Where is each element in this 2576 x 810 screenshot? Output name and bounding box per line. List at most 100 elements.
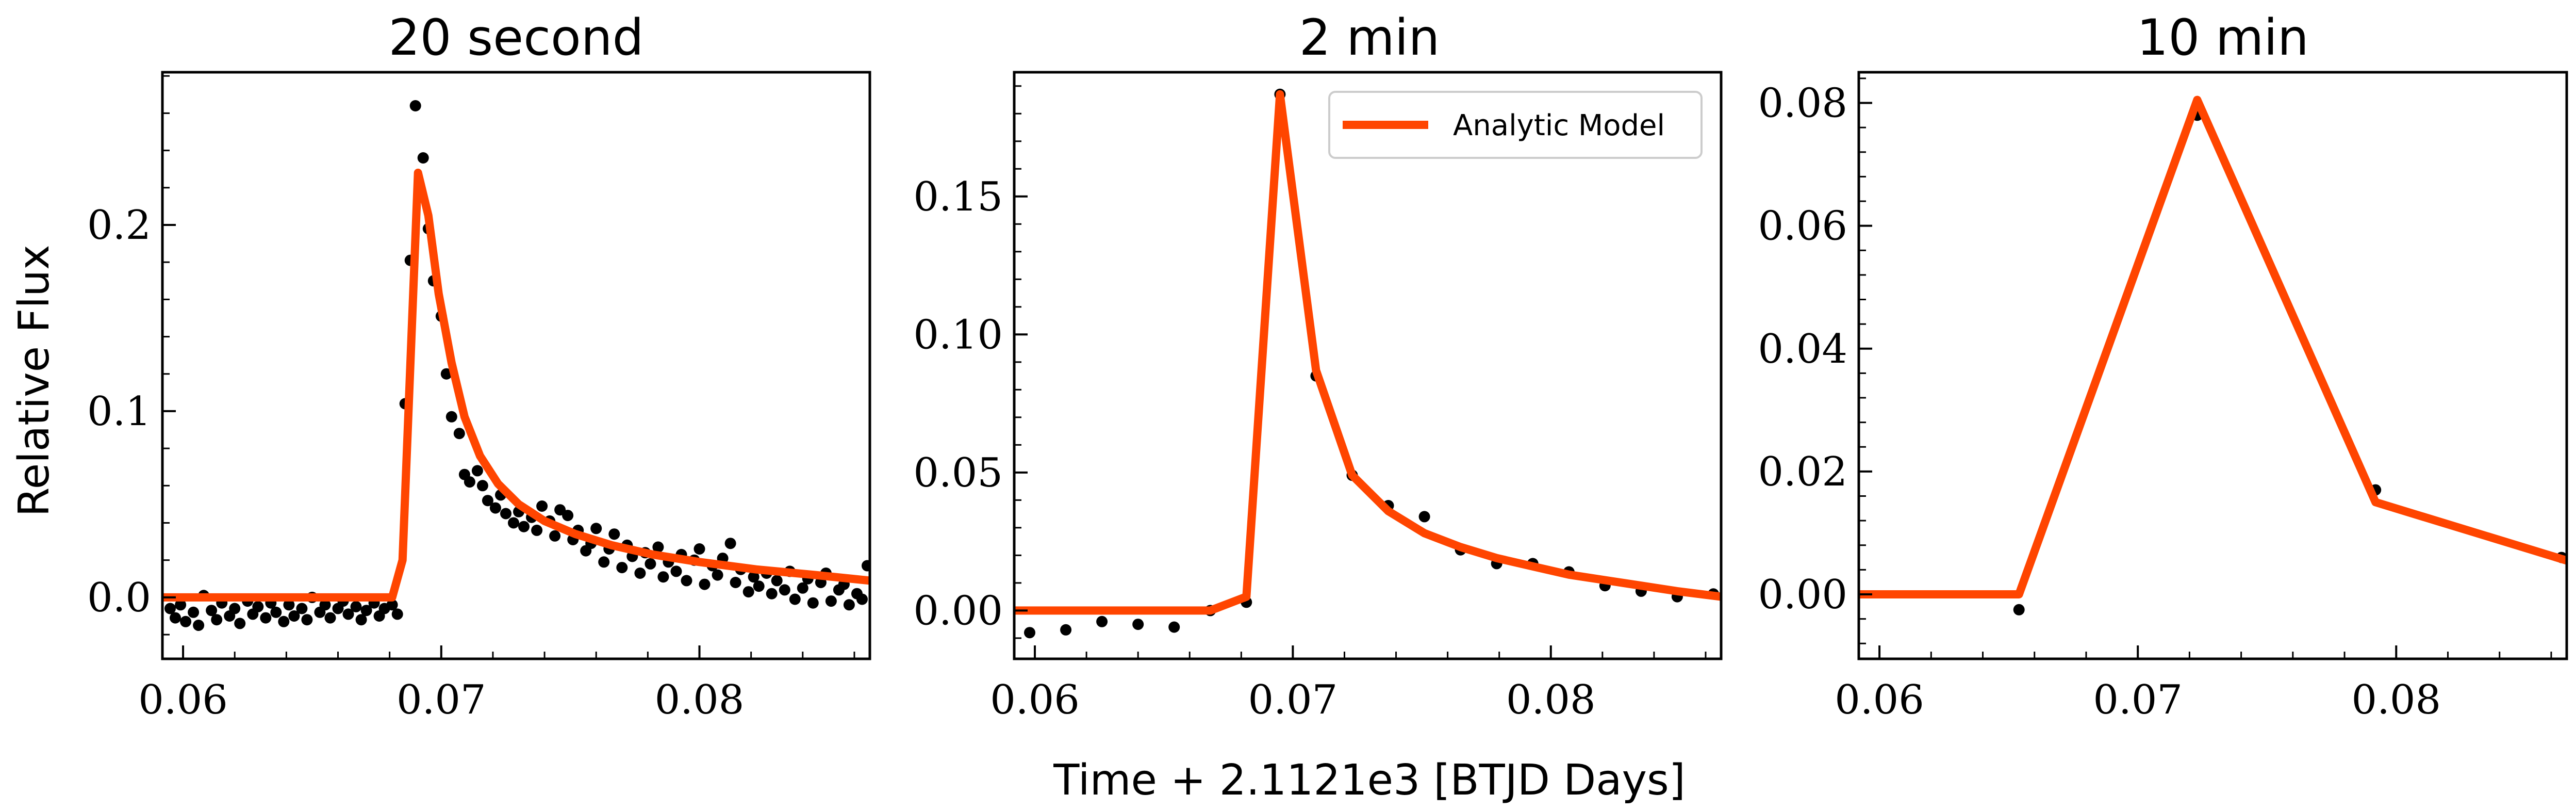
- data-point: [453, 428, 465, 440]
- data-point: [1132, 619, 1144, 630]
- axes-frame: [1857, 71, 2568, 660]
- x-tick-label: 0.07: [397, 677, 486, 723]
- data-point: [482, 495, 493, 507]
- data-point: [789, 593, 801, 605]
- data-point: [681, 575, 692, 587]
- data-point: [260, 612, 272, 624]
- data-point: [1418, 511, 1430, 523]
- data-point: [562, 510, 574, 522]
- y-tick-label: 0.04: [1758, 326, 1847, 372]
- data-point: [536, 500, 548, 512]
- plot-area: [1014, 88, 1721, 639]
- y-tick-label: 0.08: [1758, 80, 1847, 127]
- panel-title: 20 second: [388, 9, 643, 67]
- data-point: [1096, 615, 1108, 627]
- data-point: [355, 614, 367, 626]
- data-point: [616, 562, 628, 574]
- data-point: [634, 568, 646, 579]
- data-point: [360, 605, 372, 617]
- legend: Analytic Model: [1328, 91, 1703, 159]
- data-point: [2013, 604, 2025, 615]
- data-point: [464, 476, 475, 488]
- data-point: [175, 599, 187, 611]
- panel-title: 10 min: [2137, 9, 2309, 67]
- data-point: [391, 608, 403, 620]
- data-point: [693, 543, 705, 555]
- data-point: [518, 521, 530, 532]
- data-point: [417, 152, 429, 164]
- data-point: [508, 517, 519, 529]
- y-tick-label: 0.00: [913, 588, 1003, 634]
- data-point: [252, 601, 264, 612]
- x-tick-label: 0.06: [138, 677, 228, 723]
- axes-frame: [1013, 71, 1723, 660]
- data-point: [350, 601, 362, 612]
- data-point: [699, 578, 711, 590]
- plot-area: [1859, 95, 2567, 615]
- panel-title: 2 min: [1299, 9, 1440, 67]
- plot-area: [162, 100, 870, 631]
- data-point: [742, 586, 754, 598]
- data-point: [652, 541, 664, 553]
- data-point: [1168, 621, 1180, 633]
- data-point: [657, 571, 669, 583]
- data-point: [856, 593, 868, 605]
- analytic-model-line: [1859, 95, 2567, 598]
- data-point: [771, 575, 783, 587]
- data-point: [608, 528, 620, 540]
- data-point: [712, 569, 723, 581]
- data-point: [180, 615, 192, 627]
- data-point: [193, 620, 205, 631]
- legend-box: [1328, 91, 1703, 159]
- data-point: [445, 411, 457, 423]
- y-tick-label: 0.02: [1758, 449, 1847, 495]
- x-tick-label: 0.06: [990, 677, 1080, 723]
- data-point: [296, 603, 308, 614]
- y-tick-label: 0.1: [87, 388, 151, 435]
- data-point: [1024, 627, 1035, 639]
- y-tick-label: 0.05: [913, 450, 1003, 496]
- data-point: [843, 599, 855, 611]
- panel-10-min: 10 min 0.06 0.07 0.08 0.00 0.02 0.04 0.06 0.08: [1758, 9, 2568, 723]
- x-tick-label: 0.08: [655, 677, 745, 723]
- data-point: [170, 612, 181, 624]
- x-axis-label: Time + 2.1121e3 [BTJD Days]: [1053, 756, 1685, 805]
- x-tick-label: 0.07: [1248, 677, 1338, 723]
- data-point: [531, 524, 543, 536]
- data-point: [440, 368, 452, 380]
- panel-2-min: 2 min 0.06 0.07 0.08 0.00 0.05 0.10 0.15: [913, 9, 1723, 723]
- data-point: [807, 597, 819, 609]
- data-point: [234, 618, 246, 629]
- data-point: [164, 603, 176, 614]
- data-point: [278, 615, 290, 627]
- data-point: [206, 605, 218, 617]
- x-tick-label: 0.06: [1835, 677, 1924, 723]
- y-tick-label: 0.06: [1758, 203, 1847, 250]
- data-point: [590, 523, 602, 534]
- data-point: [753, 580, 765, 592]
- data-point: [471, 465, 483, 477]
- data-point: [779, 584, 790, 596]
- x-tick-label: 0.07: [2093, 677, 2183, 723]
- y-tick-label: 0.10: [913, 312, 1003, 358]
- data-point: [645, 558, 656, 570]
- data-point: [797, 582, 808, 594]
- data-point: [500, 508, 511, 520]
- data-point: [1060, 624, 1072, 636]
- analytic-model-line: [162, 168, 870, 602]
- x-tick-label: 0.08: [2351, 677, 2441, 723]
- data-point: [730, 577, 741, 588]
- data-point: [211, 614, 223, 626]
- data-point: [724, 538, 736, 549]
- y-tick-label: 0.00: [1758, 572, 1847, 618]
- panel-20-second: 20 second 0.06 0.07 0.08 0.0 0.1 0.2: [87, 9, 871, 723]
- data-point: [288, 610, 300, 622]
- y-axis-label: Relative Flux: [10, 245, 59, 516]
- data-point: [342, 608, 354, 620]
- data-point: [748, 571, 759, 583]
- data-point: [598, 556, 610, 568]
- data-point: [229, 603, 241, 614]
- data-point: [270, 606, 282, 618]
- data-point: [283, 599, 295, 611]
- data-point: [670, 565, 682, 577]
